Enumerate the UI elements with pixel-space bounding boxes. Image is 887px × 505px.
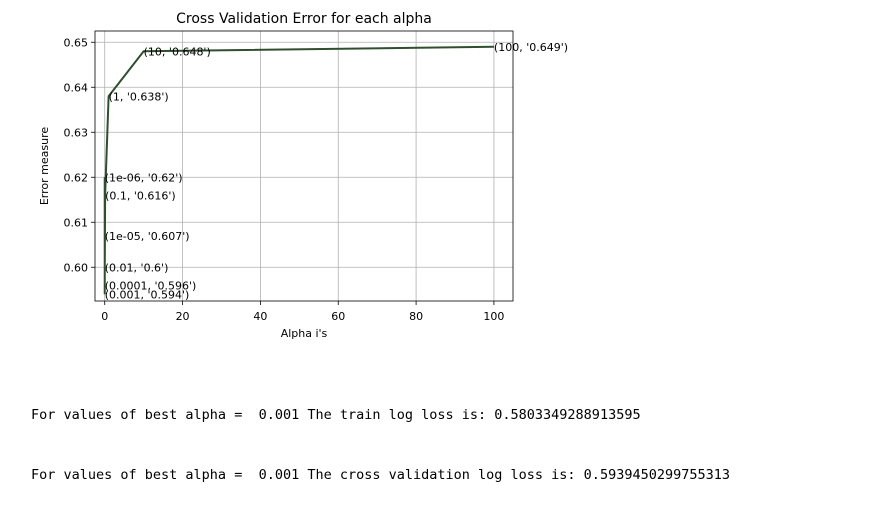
point-label: (10, '0.648') [144,45,211,58]
point-label: (0.01, '0.6') [105,261,169,274]
point-label: (1, '0.638') [109,90,169,103]
x-tick-label: 0 [101,310,108,323]
train-loss-line: For values of best alpha = 0.001 The tra… [31,407,641,423]
y-axis-ticks: 0.60 0.61 0.62 0.63 0.64 0.65 [64,36,95,274]
cv-error-chart: Cross Validation Error for each alpha 0 2… [38,11,568,340]
point-label: (100, '0.649') [494,41,568,54]
x-tick-label: 80 [409,310,423,323]
x-tick-label: 40 [253,310,267,323]
point-label: (0.001, '0.594') [105,288,190,301]
y-tick-label: 0.65 [64,36,89,49]
y-tick-label: 0.62 [64,171,89,184]
point-label: (1e-05, '0.607') [105,230,190,243]
y-tick-label: 0.60 [64,261,89,274]
y-tick-label: 0.63 [64,126,89,139]
point-labels: (1e-06, '0.62') (1e-05, '0.607') (0.0001, … [105,41,568,302]
x-axis-label: Alpha i's [281,327,328,340]
y-tick-label: 0.64 [64,81,89,94]
point-label: (1e-06, '0.62') [105,171,183,184]
x-tick-label: 60 [331,310,345,323]
x-axis-ticks: 0 20 40 60 80 100 [101,301,504,323]
y-axis-label: Error measure [38,127,51,206]
error-line [103,45,494,295]
x-tick-label: 20 [176,310,190,323]
point-label: (0.1, '0.616') [105,189,176,202]
point-label: (0.0001, '0.596') [105,279,197,292]
y-tick-label: 0.61 [64,216,89,229]
plot-area-frame [94,30,514,302]
grid-lines [95,31,513,301]
x-tick-label: 100 [483,310,504,323]
chart-title: Cross Validation Error for each alpha [176,11,432,27]
cv-loss-line: For values of best alpha = 0.001 The cro… [31,467,730,483]
console-output: For values of best alpha = 0.001 The tra… [31,365,730,505]
